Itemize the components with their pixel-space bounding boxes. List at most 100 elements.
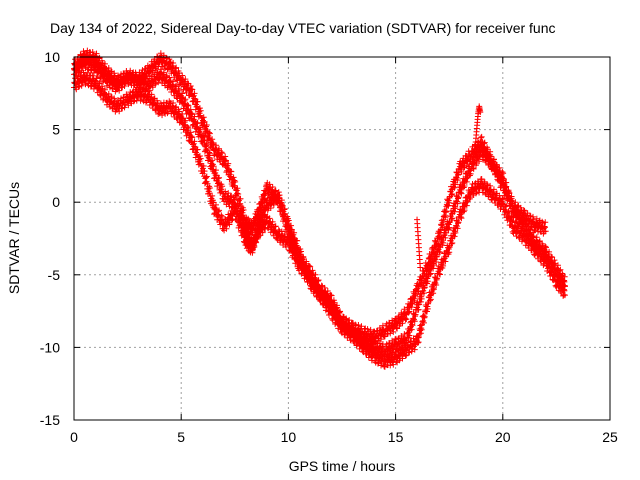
data-point-track-3 [346, 317, 353, 324]
data-point-track-2 [164, 110, 171, 117]
data-point-track-2 [78, 82, 85, 89]
data-point-track-3 [403, 315, 410, 322]
data-point-track-3 [387, 330, 394, 337]
data-point-track-2 [368, 357, 375, 364]
data-point-track-3 [209, 139, 216, 146]
data-point-track-3 [216, 145, 223, 152]
data-point-track-1 [269, 218, 276, 225]
data-point-track-1 [262, 225, 269, 232]
data-point-track-2 [533, 241, 540, 248]
data-point-track-2 [130, 98, 137, 105]
data-point-track-3 [170, 60, 177, 67]
data-point-track-3 [287, 233, 294, 240]
data-point-track-2 [203, 173, 210, 180]
data-point-track-3 [324, 288, 331, 295]
data-point-track-1 [420, 290, 427, 297]
data-point-track-2 [478, 181, 485, 188]
data-point-track-2 [486, 187, 493, 194]
data-point-track-2 [521, 228, 528, 235]
data-point-track-1 [205, 154, 212, 161]
y-tick-label: 10 [44, 49, 60, 65]
y-tick-label: -5 [48, 267, 61, 283]
x-tick-label: 5 [177, 429, 185, 445]
data-point-track-3 [448, 191, 455, 198]
data-point-track-2 [461, 207, 468, 214]
data-point-track-3 [240, 207, 247, 214]
data-point-spikes [477, 109, 484, 116]
data-point-spikes [417, 264, 424, 271]
data-point-track-3 [427, 258, 434, 265]
data-point-track-2 [194, 146, 201, 153]
data-point-track-1 [458, 190, 465, 197]
data-point-track-1 [187, 106, 194, 113]
data-point-track-1 [424, 278, 431, 285]
data-point-track-1 [457, 189, 464, 196]
data-point-track-3 [420, 275, 427, 282]
data-point-track-3 [189, 86, 196, 93]
data-point-track-2 [421, 313, 428, 320]
x-tick-label: 10 [281, 429, 297, 445]
x-tick-label: 0 [70, 429, 78, 445]
data-point-track-3 [269, 183, 276, 190]
data-point-track-3 [285, 223, 292, 230]
data-point-track-1 [443, 229, 450, 236]
data-point-track-2 [546, 258, 553, 265]
data-point-track-2 [206, 190, 213, 197]
data-point-track-3 [330, 297, 337, 304]
data-point-track-1 [417, 298, 424, 305]
data-point-track-3 [197, 107, 204, 114]
data-point-track-3 [259, 202, 266, 209]
data-point-track-2 [457, 213, 464, 220]
data-point-track-3 [291, 236, 298, 243]
data-point-track-3 [458, 168, 465, 175]
data-point-track-3 [312, 271, 319, 278]
data-point-track-3 [359, 335, 366, 342]
data-point-track-3 [520, 207, 527, 214]
data-point-track-3 [221, 158, 228, 165]
data-point-track-2 [554, 273, 561, 280]
data-point-track-3 [495, 174, 502, 181]
data-point-track-3 [78, 61, 85, 68]
data-point-track-3 [203, 121, 210, 128]
data-point-track-2 [364, 341, 371, 348]
data-point-track-2 [458, 215, 465, 222]
data-point-track-2 [116, 108, 123, 115]
data-point-track-3 [278, 206, 285, 213]
data-point-track-1 [557, 266, 564, 273]
data-point-track-3 [93, 50, 100, 57]
data-point-track-2 [232, 203, 239, 210]
data-point-track-2 [487, 182, 494, 189]
data-point-track-3 [121, 80, 128, 87]
data-point-track-2 [200, 162, 207, 169]
data-point-track-3 [178, 77, 185, 84]
data-point-track-1 [418, 295, 425, 302]
data-point-track-3 [300, 254, 307, 261]
data-point-track-2 [530, 240, 537, 247]
data-point-track-3 [191, 95, 198, 102]
data-point-track-2 [144, 88, 151, 95]
data-point-track-3 [378, 336, 385, 343]
data-point-track-2 [182, 122, 189, 129]
data-point-track-2 [411, 346, 418, 353]
data-point-track-2 [105, 90, 112, 97]
data-point-track-2 [259, 217, 266, 224]
data-point-track-3 [415, 288, 422, 295]
data-point-track-2 [209, 192, 216, 199]
data-point-track-3 [272, 187, 279, 194]
data-point-track-1 [442, 234, 449, 241]
data-point-track-3 [307, 263, 314, 270]
data-point-track-3 [506, 190, 513, 197]
data-point-track-1 [446, 224, 453, 231]
data-point-track-3 [303, 258, 310, 265]
data-point-track-3 [262, 195, 269, 202]
data-point-track-3 [490, 156, 497, 163]
data-point-track-3 [371, 338, 378, 345]
data-point-track-1 [152, 81, 159, 88]
data-point-track-3 [424, 266, 431, 273]
data-point-track-2 [111, 95, 118, 102]
data-point-track-3 [442, 214, 449, 221]
data-point-track-2 [463, 202, 470, 209]
data-point-track-2 [96, 80, 103, 87]
data-point-track-1 [440, 239, 447, 246]
plot-frame [73, 56, 611, 421]
